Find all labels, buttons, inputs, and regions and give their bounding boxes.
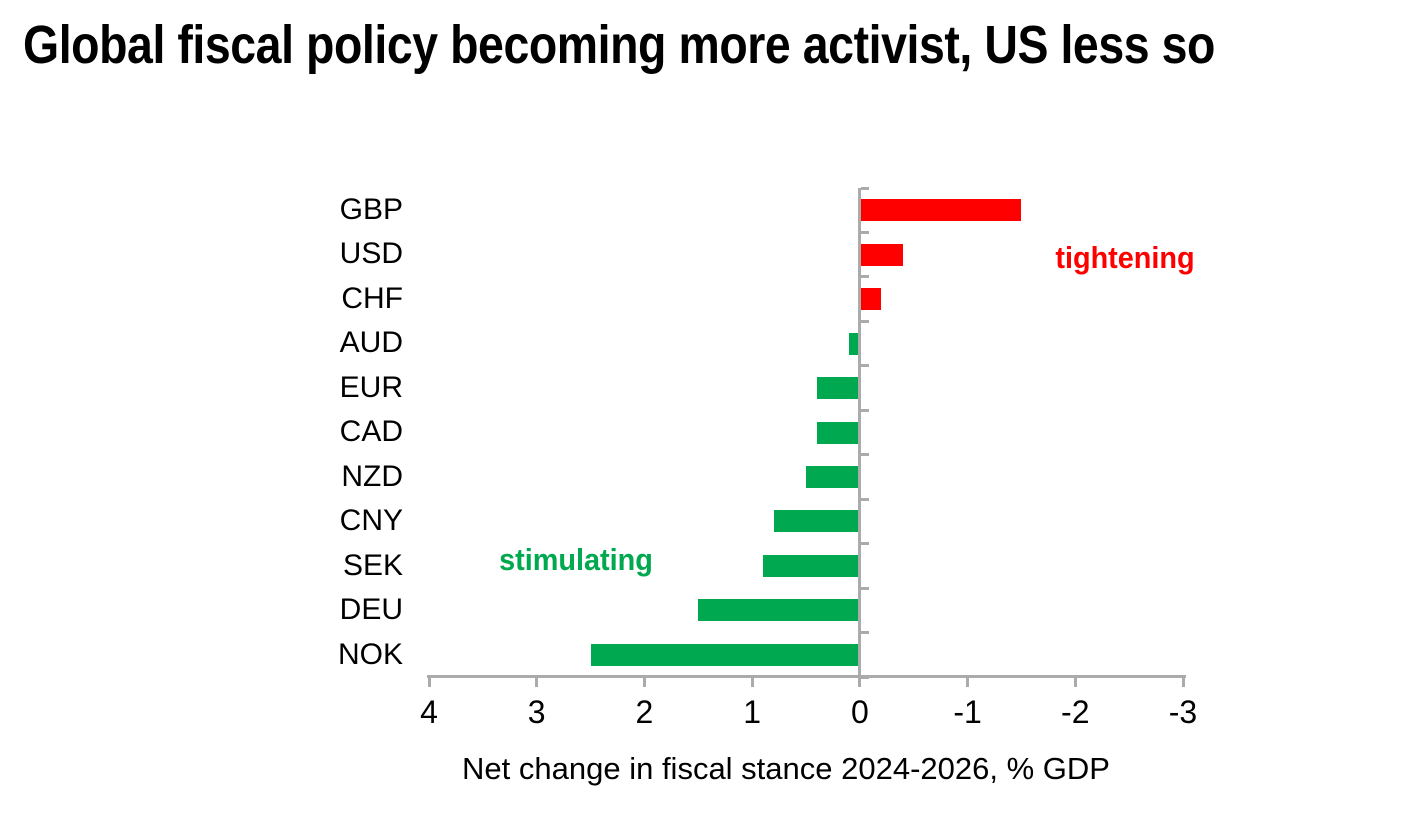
x-tick-label: 4 (420, 694, 438, 730)
annotation-tightening: tightening (1055, 240, 1195, 275)
category-label-usd: USD (339, 237, 403, 271)
bar-nzd (806, 465, 860, 488)
x-axis-tick (427, 675, 431, 687)
bar-chf (859, 288, 882, 311)
category-label-sek: SEK (342, 548, 403, 582)
category-label-eur: EUR (339, 370, 403, 404)
bar-eur (816, 377, 860, 400)
x-tick-label: -1 (953, 694, 982, 730)
category-axis-tick (861, 408, 870, 412)
x-axis-tick (535, 675, 539, 687)
category-axis-tick (861, 542, 870, 546)
x-axis-line (427, 675, 1186, 678)
x-tick-label: -3 (1168, 694, 1198, 730)
category-label-nok: NOK (337, 637, 403, 671)
x-tick-label: 0 (850, 694, 869, 730)
category-label-deu: DEU (339, 593, 403, 627)
category-axis-tick (861, 230, 870, 234)
bar-cny (773, 510, 860, 533)
bar-usd (859, 243, 903, 266)
bar-aud (849, 332, 860, 355)
category-label-chf: CHF (341, 281, 403, 315)
bar-sek (762, 554, 860, 577)
category-axis-tick (861, 364, 870, 368)
x-axis-tick (966, 675, 970, 687)
category-axis-tick (861, 275, 870, 279)
category-axis-tick (861, 319, 870, 323)
category-axis-tick (861, 497, 870, 501)
category-axis-tick (861, 453, 870, 457)
x-axis-tick (1181, 675, 1185, 687)
category-axis-tick (861, 586, 870, 590)
x-tick-label: -2 (1061, 694, 1090, 730)
x-axis-tick (750, 675, 754, 687)
x-axis-tick (858, 675, 862, 687)
x-tick-label: 1 (743, 694, 762, 730)
x-tick-label: 3 (527, 694, 546, 730)
category-label-cny: CNY (339, 504, 403, 538)
annotation-stimulating: stimulating (499, 542, 653, 577)
bar-nok (590, 643, 860, 666)
category-label-cad: CAD (339, 415, 403, 449)
x-tick-label: 2 (635, 694, 654, 730)
bar-cad (816, 421, 860, 444)
zero-baseline (858, 188, 862, 678)
chart-title: Global fiscal policy becoming more activ… (23, 15, 1215, 75)
bar-deu (698, 599, 860, 622)
x-axis-title: Net change in fiscal stance 2024-2026, %… (462, 751, 1110, 786)
category-label-nzd: NZD (341, 459, 403, 493)
category-axis-tick (861, 675, 870, 679)
category-label-aud: AUD (339, 326, 403, 360)
x-axis-tick (642, 675, 646, 687)
category-label-gbp: GBP (339, 193, 403, 226)
category-axis-tick (861, 631, 870, 635)
bar-gbp (859, 199, 1022, 222)
x-axis-tick (1073, 675, 1077, 687)
category-axis-tick (861, 186, 870, 190)
